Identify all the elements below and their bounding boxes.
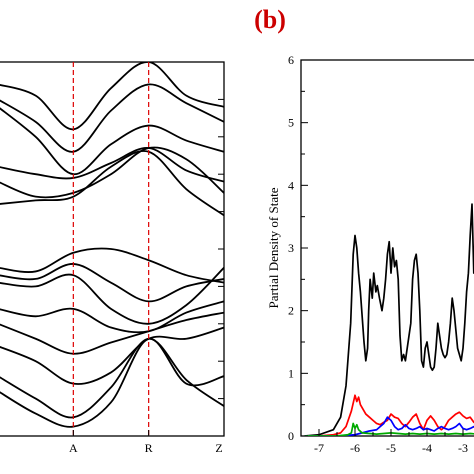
band-line-3: [0, 147, 224, 183]
band-line-5: [0, 150, 224, 217]
panel-label: (b): [254, 5, 286, 34]
pdos-series-0: [304, 203, 474, 436]
pdos-series-1: [304, 394, 474, 436]
pdos-x-ticks: -7 -6 -5 -4 -3: [300, 429, 468, 455]
pdos-series-3: [304, 422, 474, 436]
pdos-x-tick-label--4: -4: [422, 441, 432, 455]
band-line-8: [0, 267, 224, 325]
band-line-4: [0, 146, 224, 199]
band-curves-group: [0, 62, 224, 428]
band-line-11: [0, 326, 224, 385]
band-line-6: [0, 247, 224, 284]
band-line-13: [0, 337, 224, 428]
pdos-curves-group: [304, 203, 474, 436]
pdos-y-tick-label-6: 6: [288, 53, 294, 67]
band-line-2: [0, 107, 224, 176]
band-line-7: [0, 263, 224, 303]
band-x-tick-label-R: R: [145, 441, 153, 455]
band-line-0: [0, 62, 224, 131]
pdos-x-tick-label--5: -5: [386, 441, 396, 455]
band-line-12: [0, 337, 224, 419]
pdos-x-tick-label--6: -6: [350, 441, 360, 455]
pdos-y-tick-label-2: 2: [288, 304, 294, 318]
band-x-tick-label-A: A: [69, 441, 78, 455]
pdos-y-tick-label-4: 4: [288, 178, 294, 192]
pdos-y-ticks: 0 1 2 3 4 5 6: [288, 53, 308, 443]
band-line-10: [0, 311, 224, 355]
pdos-y-tick-label-3: 3: [288, 241, 294, 255]
pdos-y-tick-label-5: 5: [288, 116, 294, 130]
pdos-y-axis-label: Partial Density of State: [266, 187, 281, 308]
pdos-x-tick-label--3: -3: [458, 441, 468, 455]
band-x-tick-label-Z: Z: [215, 441, 222, 455]
pdos-series-2: [304, 416, 474, 436]
band-line-9: [0, 300, 224, 334]
pdos-y-tick-label-0: 0: [288, 429, 294, 443]
pdos-panel: 0 1 2 3 4 5 6 -7 -6 -5 -4 -3 Partial Density of St…: [266, 53, 474, 455]
pdos-x-tick-label--7: -7: [314, 441, 324, 455]
band-high-symmetry-markers: [72, 62, 224, 436]
pdos-y-tick-label-1: 1: [288, 366, 294, 380]
band-line-1: [0, 83, 224, 153]
